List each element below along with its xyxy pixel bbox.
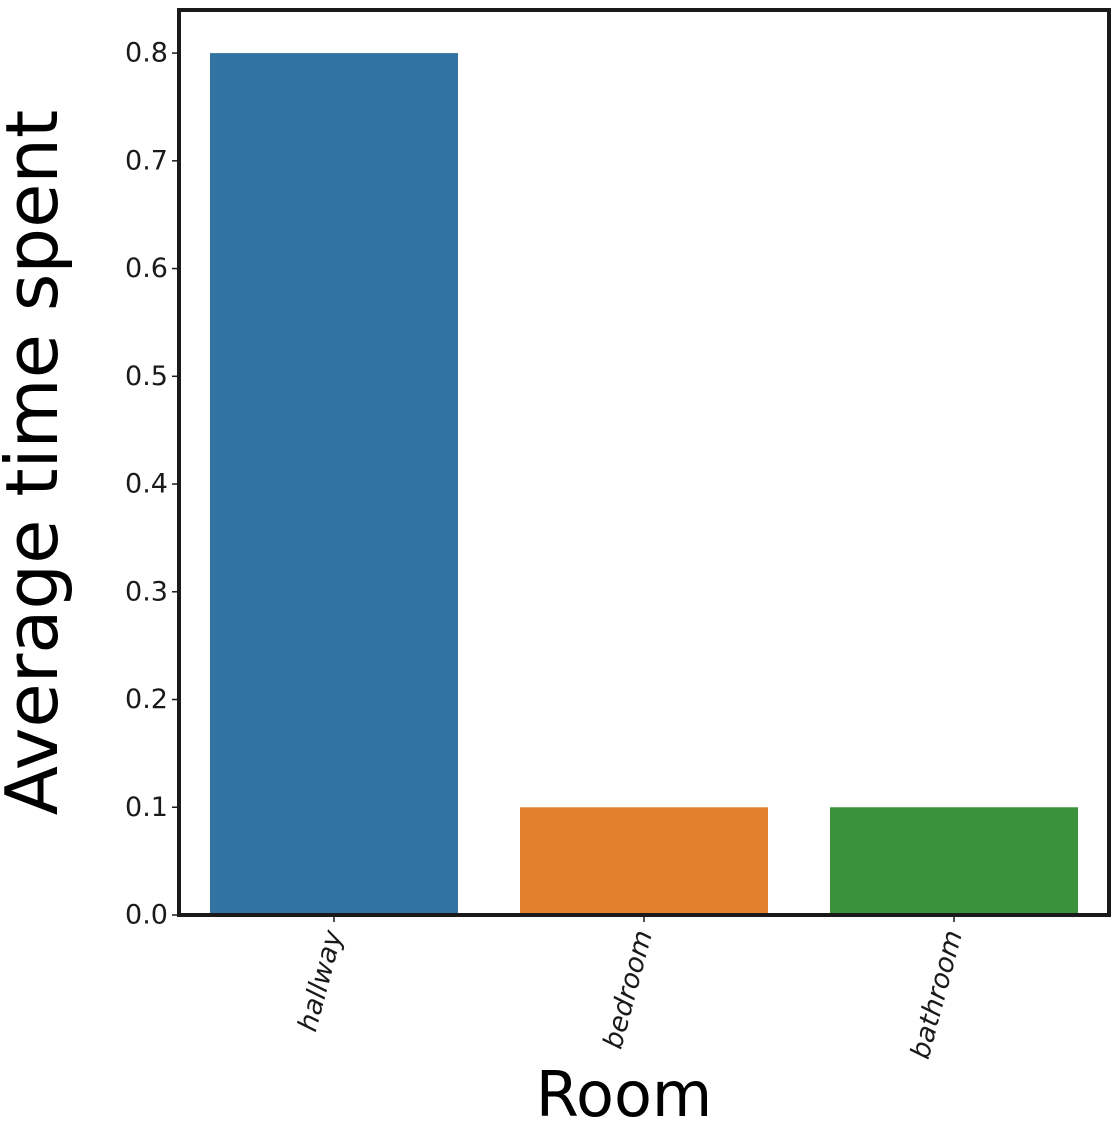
y-tick-label: 0.5 xyxy=(125,361,168,392)
y-tick-label: 0.3 xyxy=(125,576,168,607)
y-tick-label: 0.4 xyxy=(125,469,168,500)
y-tick-label: 0.2 xyxy=(125,684,168,715)
bar-bathroom xyxy=(830,807,1078,915)
y-axis-ticks: 0.0 0.1 0.2 0.3 0.4 0.5 0.6 0.7 0.8 xyxy=(125,38,179,931)
x-axis-title: Room xyxy=(536,1058,713,1131)
bar-bedroom xyxy=(520,807,768,915)
y-tick-label: 0.1 xyxy=(125,792,168,823)
x-tick-label: bedroom xyxy=(598,927,659,1052)
x-tick-label: hallway xyxy=(292,926,349,1035)
bar-hallway xyxy=(210,53,458,916)
y-tick-label: 0.8 xyxy=(125,38,168,69)
plot-frame xyxy=(177,8,1111,917)
y-tick-label: 0.0 xyxy=(125,900,168,931)
x-axis-ticks: hallway bedroom bathroom xyxy=(292,915,969,1062)
y-tick-label: 0.7 xyxy=(125,145,168,176)
y-tick-label: 0.6 xyxy=(125,253,168,284)
y-axis-title: Average time spent xyxy=(0,110,74,815)
x-tick-label: bathroom xyxy=(905,927,969,1062)
bars-group xyxy=(210,53,1078,916)
